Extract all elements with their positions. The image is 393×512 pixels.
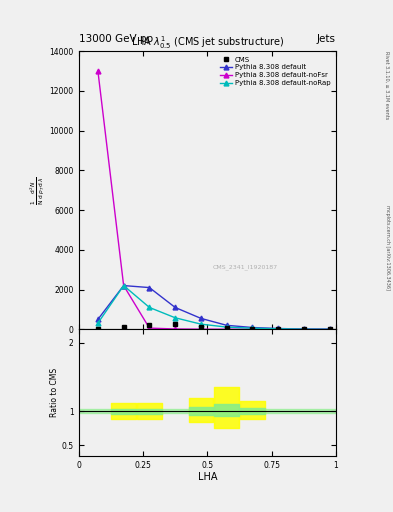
Pythia 8.308 default-noRap — [301, 326, 306, 332]
Pythia 8.308 default-noRap — [95, 320, 100, 326]
Pythia 8.308 default — [95, 316, 100, 323]
Pythia 8.308 default — [276, 326, 281, 332]
CMS — [121, 325, 126, 331]
Text: Rivet 3.1.10, ≥ 3.1M events: Rivet 3.1.10, ≥ 3.1M events — [385, 51, 389, 119]
Pythia 8.308 default — [224, 322, 229, 328]
CMS — [250, 326, 255, 332]
Title: LHA $\lambda^{1}_{0.5}$ (CMS jet substructure): LHA $\lambda^{1}_{0.5}$ (CMS jet substru… — [130, 34, 284, 51]
CMS — [95, 326, 100, 332]
Pythia 8.308 default-noFsr — [173, 326, 178, 332]
Text: 13000 GeV pp: 13000 GeV pp — [79, 33, 153, 44]
Text: mcplots.cern.ch [arXiv:1306.3436]: mcplots.cern.ch [arXiv:1306.3436] — [385, 205, 389, 290]
Text: CMS_2341_I1920187: CMS_2341_I1920187 — [213, 264, 277, 270]
Y-axis label: $\frac{1}{\mathrm{N}}\,\frac{\mathrm{d}^{2}N}{\mathrm{d}\,p_T\,\mathrm{d}\,\lamb: $\frac{1}{\mathrm{N}}\,\frac{\mathrm{d}^… — [29, 176, 47, 205]
Pythia 8.308 default-noFsr — [198, 326, 203, 332]
Pythia 8.308 default-noRap — [250, 325, 255, 331]
Pythia 8.308 default-noRap — [276, 326, 281, 332]
Pythia 8.308 default-noRap — [224, 324, 229, 330]
Pythia 8.308 default — [121, 283, 126, 289]
Pythia 8.308 default-noRap — [147, 304, 152, 310]
CMS — [147, 322, 152, 328]
CMS — [224, 325, 229, 331]
CMS — [198, 325, 203, 331]
Pythia 8.308 default-noRap — [121, 283, 126, 289]
Pythia 8.308 default — [198, 315, 203, 322]
Line: Pythia 8.308 default-noFsr: Pythia 8.308 default-noFsr — [95, 69, 332, 332]
Pythia 8.308 default-noRap — [173, 315, 178, 321]
Pythia 8.308 default-noFsr — [301, 326, 306, 332]
Pythia 8.308 default-noFsr — [95, 68, 100, 74]
Y-axis label: Ratio to CMS: Ratio to CMS — [50, 368, 59, 417]
Legend: CMS, Pythia 8.308 default, Pythia 8.308 default-noFsr, Pythia 8.308 default-noRa: CMS, Pythia 8.308 default, Pythia 8.308 … — [217, 55, 332, 88]
Line: Pythia 8.308 default: Pythia 8.308 default — [95, 283, 332, 332]
Pythia 8.308 default-noFsr — [276, 326, 281, 332]
Pythia 8.308 default — [147, 285, 152, 291]
CMS — [301, 326, 306, 332]
Pythia 8.308 default-noRap — [198, 321, 203, 327]
CMS — [276, 326, 281, 332]
Pythia 8.308 default — [173, 304, 178, 310]
Pythia 8.308 default — [250, 325, 255, 331]
Pythia 8.308 default-noFsr — [250, 326, 255, 332]
Pythia 8.308 default-noFsr — [327, 326, 332, 332]
Pythia 8.308 default-noFsr — [147, 325, 152, 331]
CMS — [173, 321, 178, 327]
Line: CMS: CMS — [96, 322, 332, 331]
Pythia 8.308 default — [327, 326, 332, 332]
Text: Jets: Jets — [317, 33, 336, 44]
Pythia 8.308 default-noFsr — [121, 283, 126, 289]
Pythia 8.308 default-noFsr — [224, 326, 229, 332]
X-axis label: LHA: LHA — [198, 472, 217, 482]
Line: Pythia 8.308 default-noRap: Pythia 8.308 default-noRap — [95, 283, 332, 332]
CMS — [327, 326, 332, 332]
Pythia 8.308 default — [301, 326, 306, 332]
Pythia 8.308 default-noRap — [327, 326, 332, 332]
